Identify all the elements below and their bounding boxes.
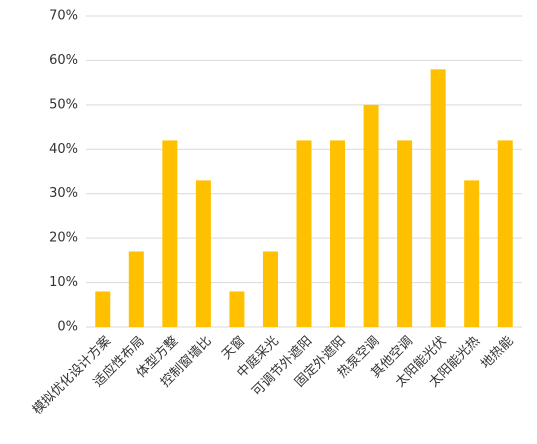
x-tick-label: 地热能 [478,334,516,372]
y-tick-label: 70% [49,9,78,24]
y-tick-label: 10% [49,275,78,290]
x-tick-label: 天窗 [219,333,249,363]
bar [397,140,413,327]
bar [195,180,211,327]
y-tick-label: 20% [49,231,78,246]
bar [363,104,379,327]
bar [330,140,346,327]
bar [464,180,480,327]
y-tick-label: 40% [49,142,78,157]
bar [430,69,446,328]
bar [128,251,144,327]
y-tick-label: 60% [49,53,78,68]
bar [162,140,178,327]
bar [229,291,245,327]
y-tick-label: 30% [49,186,78,201]
y-tick-label: 0% [57,320,78,335]
bar [95,291,111,327]
bar [497,140,513,327]
y-tick-label: 50% [49,97,78,112]
bar [296,140,312,327]
bar [262,251,278,327]
